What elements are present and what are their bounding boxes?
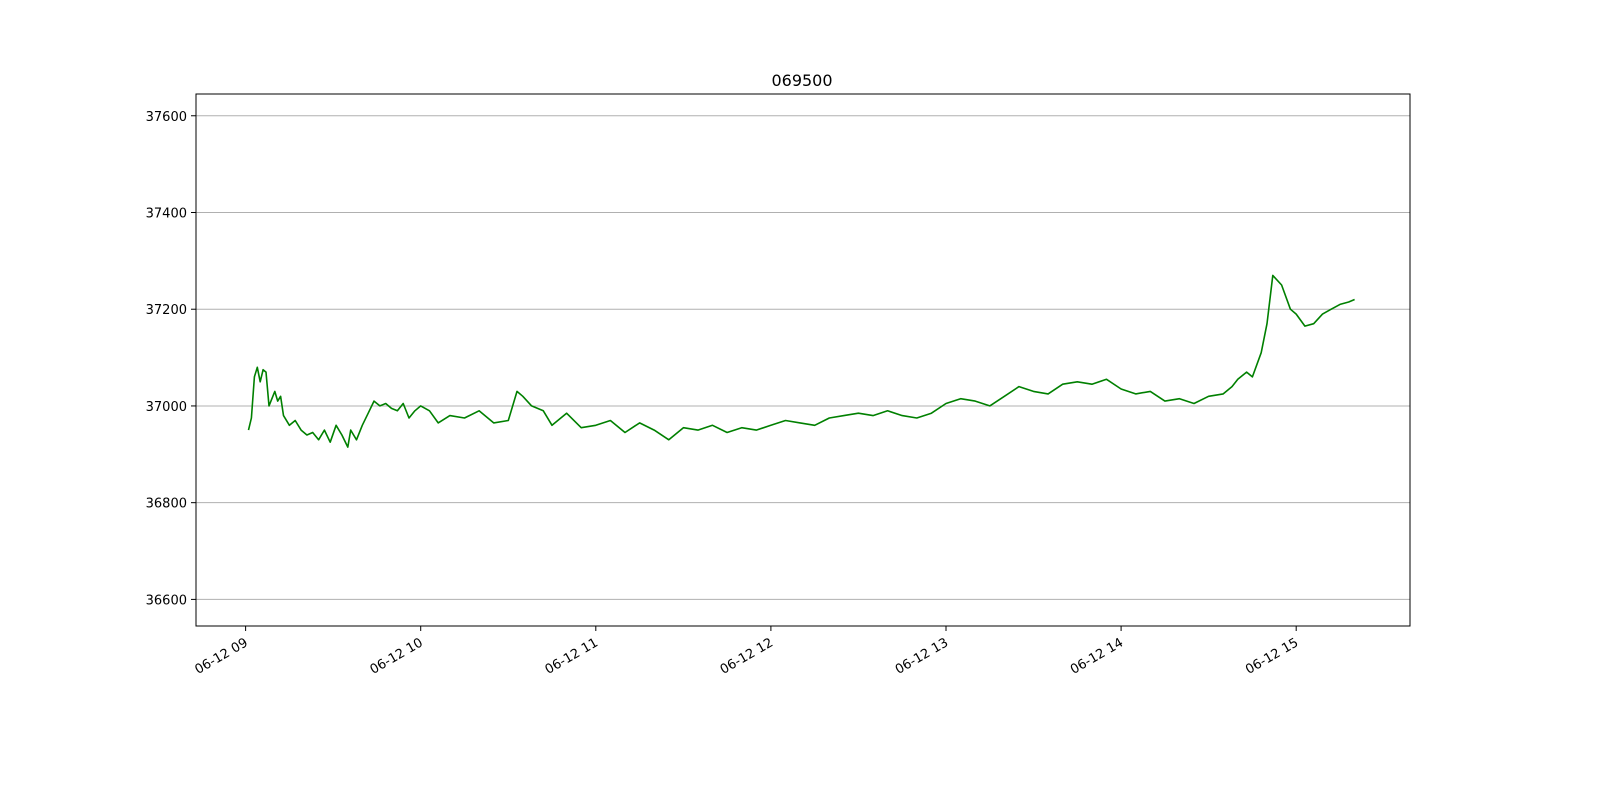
- price-line: [247, 274, 1355, 448]
- y-tick-label: 36800: [146, 497, 187, 512]
- y-tick-label: 37400: [146, 206, 187, 221]
- y-tick-label: 37600: [146, 110, 187, 125]
- grid-lines: [196, 115, 1410, 600]
- chart-title: 069500: [771, 71, 832, 90]
- series-layer: [247, 274, 1355, 448]
- plot-frame: [195, 93, 1411, 627]
- y-tick-label: 37000: [146, 400, 187, 415]
- y-tick-label: 36600: [146, 593, 187, 608]
- y-tick-label: 37200: [146, 303, 187, 318]
- y-axis: 36600 36800 37000 37200 37400 37600: [146, 110, 196, 608]
